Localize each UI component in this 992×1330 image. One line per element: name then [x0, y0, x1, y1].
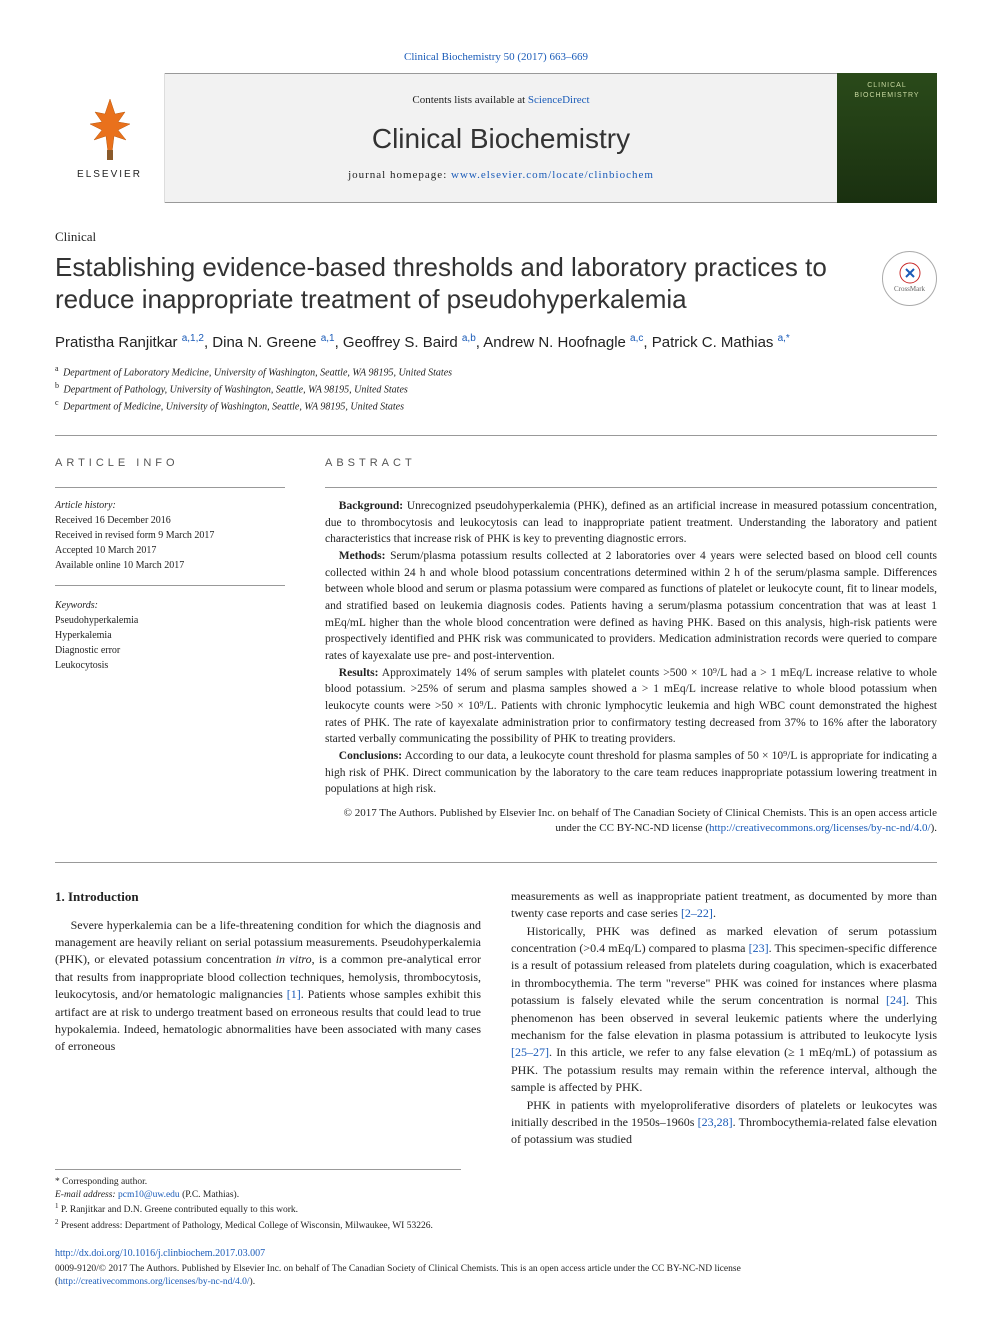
- fn1-text: P. Ranjitkar and D.N. Greene contributed…: [61, 1205, 298, 1215]
- elsevier-tree-icon: [80, 94, 140, 164]
- article-info-heading: article info: [55, 456, 285, 471]
- contents-available: Contents lists available at ScienceDirec…: [177, 93, 825, 108]
- article-title: Establishing evidence-based thresholds a…: [55, 251, 862, 316]
- bg-text: Unrecognized pseudohyperkalemia (PHK), d…: [325, 500, 937, 545]
- elsevier-wordmark: ELSEVIER: [77, 168, 142, 182]
- contents-prefix: Contents lists available at: [412, 94, 527, 106]
- journal-name: Clinical Biochemistry: [177, 119, 825, 158]
- cover-label-2: BIOCHEMISTRY: [854, 91, 919, 101]
- bg-label: Background:: [339, 500, 403, 512]
- intro-heading: 1. Introduction: [55, 888, 481, 907]
- fn1-sup: 1: [55, 1202, 59, 1210]
- author-list: Pratistha Ranjitkar a,1,2, Dina N. Green…: [55, 332, 937, 353]
- concl-label: Conclusions:: [339, 750, 402, 762]
- journal-header: ELSEVIER Contents lists available at Sci…: [55, 73, 937, 203]
- sciencedirect-link[interactable]: ScienceDirect: [528, 94, 590, 106]
- copyright-close: ).: [931, 822, 937, 834]
- homepage-prefix: journal homepage:: [348, 169, 451, 181]
- affiliation-line: c Department of Medicine, University of …: [55, 397, 937, 414]
- history-item: Accepted 10 March 2017: [55, 543, 285, 558]
- ref-23[interactable]: [23]: [749, 941, 769, 955]
- results-text: Approximately 14% of serum samples with …: [325, 667, 937, 746]
- cc-link[interactable]: http://creativecommons.org/licenses/by-n…: [709, 822, 931, 834]
- ref-23-28[interactable]: [23,28]: [698, 1115, 733, 1129]
- c2-p1b: .: [713, 906, 716, 920]
- keyword-item: Diagnostic error: [55, 643, 285, 658]
- citation-link[interactable]: Clinical Biochemistry 50 (2017) 663–669: [404, 51, 588, 63]
- abstract-rule: [325, 487, 937, 488]
- c2-p2d: . In this article, we refer to any false…: [511, 1045, 937, 1094]
- article-type: Clinical: [55, 228, 937, 246]
- results-label: Results:: [339, 667, 379, 679]
- keyword-item: Leukocytosis: [55, 658, 285, 673]
- email-link[interactable]: pcm10@uw.edu: [118, 1190, 180, 1200]
- history-item: Received in revised form 9 March 2017: [55, 528, 285, 543]
- email-label: E-mail address:: [55, 1190, 118, 1200]
- crossmark-badge[interactable]: CrossMark: [882, 251, 937, 306]
- homepage-link[interactable]: www.elsevier.com/locate/clinbiochem: [451, 169, 654, 181]
- history-label: Article history:: [55, 498, 285, 513]
- history-item: Received 16 December 2016: [55, 513, 285, 528]
- keywords-list: PseudohyperkalemiaHyperkalemiaDiagnostic…: [55, 613, 285, 673]
- doi-link[interactable]: http://dx.doi.org/10.1016/j.clinbiochem.…: [55, 1248, 265, 1259]
- affiliations: a Department of Laboratory Medicine, Uni…: [55, 363, 937, 415]
- email-who: (P.C. Mathias).: [180, 1190, 239, 1200]
- homepage-line: journal homepage: www.elsevier.com/locat…: [177, 168, 825, 183]
- keywords-label: Keywords:: [55, 598, 285, 613]
- fn2-text: Present address: Department of Pathology…: [61, 1221, 433, 1231]
- ref-2-22[interactable]: [2–22]: [681, 906, 713, 920]
- bottom-line-1: 0009-9120/© 2017 The Authors. Published …: [55, 1264, 741, 1274]
- rule-top: [55, 435, 937, 436]
- crossmark-icon: [898, 261, 922, 285]
- ref-1[interactable]: [1]: [287, 987, 301, 1001]
- body-col-right: measurements as well as inappropriate pa…: [511, 888, 937, 1149]
- journal-cover-thumb: CLINICAL BIOCHEMISTRY: [837, 73, 937, 203]
- ref-25-27[interactable]: [25–27]: [511, 1045, 549, 1059]
- footnotes: * Corresponding author. E-mail address: …: [55, 1169, 461, 1234]
- doi-line: http://dx.doi.org/10.1016/j.clinbiochem.…: [55, 1247, 937, 1261]
- abstract-copyright: © 2017 The Authors. Published by Elsevie…: [325, 806, 937, 837]
- fn2-sup: 2: [55, 1218, 59, 1226]
- crossmark-label: CrossMark: [894, 285, 925, 295]
- methods-text: Serum/plasma potassium results collected…: [325, 550, 937, 662]
- body-col-left: 1. Introduction Severe hyperkalemia can …: [55, 888, 481, 1149]
- cover-label-1: CLINICAL: [867, 81, 907, 91]
- bottom-close: ).: [250, 1277, 256, 1287]
- concl-text: According to our data, a leukocyte count…: [325, 750, 937, 795]
- affiliation-line: b Department of Pathology, University of…: [55, 380, 937, 397]
- bottom-copyright: 0009-9120/© 2017 The Authors. Published …: [55, 1263, 937, 1290]
- methods-label: Methods:: [339, 550, 386, 562]
- c2-p1a: measurements as well as inappropriate pa…: [511, 889, 937, 920]
- in-vitro: in vitro: [276, 952, 312, 966]
- history-item: Available online 10 March 2017: [55, 558, 285, 573]
- info-rule: [55, 487, 285, 488]
- affiliation-line: a Department of Laboratory Medicine, Uni…: [55, 363, 937, 380]
- ref-24[interactable]: [24]: [886, 993, 906, 1007]
- keyword-item: Hyperkalemia: [55, 628, 285, 643]
- bottom-cc-link[interactable]: http://creativecommons.org/licenses/by-n…: [58, 1277, 249, 1287]
- citation-line: Clinical Biochemistry 50 (2017) 663–669: [55, 50, 937, 65]
- abstract-heading: abstract: [325, 456, 937, 471]
- fn-corresponding: * Corresponding author.: [55, 1176, 461, 1189]
- rule-mid: [55, 862, 937, 863]
- elsevier-logo: ELSEVIER: [55, 73, 165, 203]
- history-list: Received 16 December 2016Received in rev…: [55, 513, 285, 573]
- keyword-item: Pseudohyperkalemia: [55, 613, 285, 628]
